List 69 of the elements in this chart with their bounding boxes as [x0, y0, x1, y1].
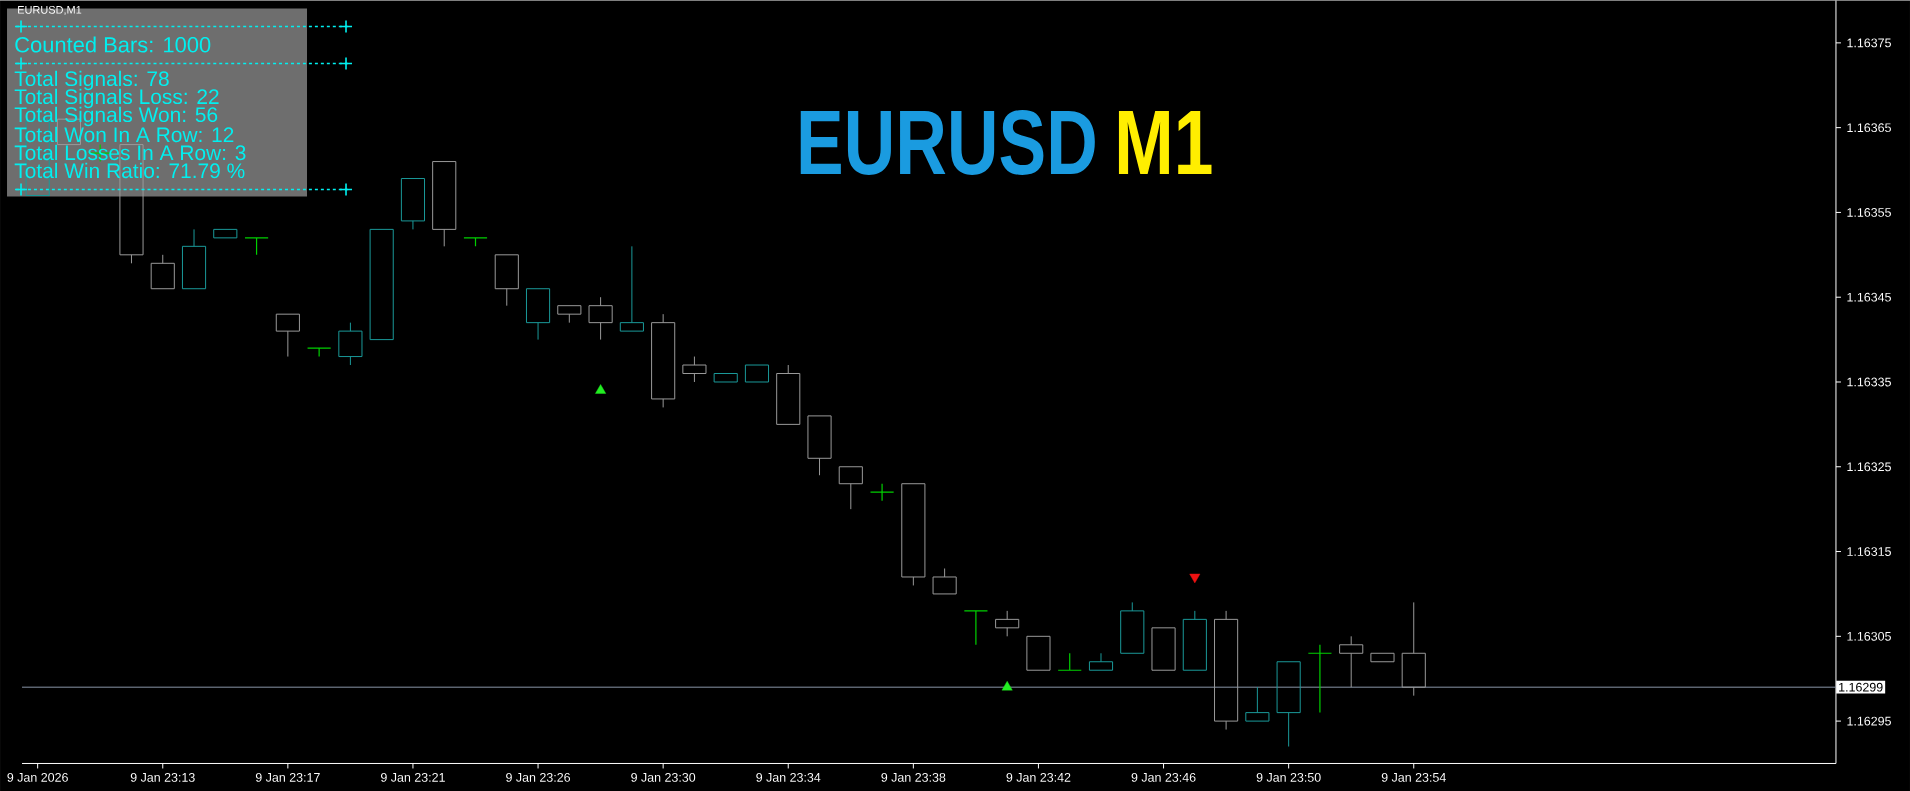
annotation: Total Won In A Row: 12 — [14, 126, 234, 142]
candlestick — [150, 254, 175, 289]
candlestick — [1026, 635, 1051, 671]
x-tick-label: 9 Jan 23:34 — [756, 772, 821, 782]
candlestick — [1214, 610, 1239, 730]
annotation: EURUSD,M1 — [18, 5, 82, 15]
x-tick-label: 9 Jan 23:26 — [506, 772, 571, 782]
candlestick — [995, 610, 1020, 637]
candlestick — [901, 482, 926, 586]
candlestick — [306, 347, 332, 357]
x-tick-label: 9 Jan 23:46 — [1131, 772, 1196, 782]
text: M1 — [1118, 110, 1212, 174]
candlestick — [557, 304, 582, 323]
candlestick — [525, 287, 551, 340]
y-tick-label: 1.16345 — [1847, 292, 1891, 302]
candlestick — [369, 228, 394, 340]
y-tick-label: 1.16325 — [1847, 462, 1891, 471]
candlestick — [1182, 610, 1207, 671]
y-tick-label: 1.16355 — [1847, 207, 1891, 217]
candlestick — [588, 296, 613, 340]
candlestick — [1245, 686, 1270, 722]
y-tick-label: 1.16295 — [1847, 716, 1891, 726]
x-tick-label: 9 Jan 23:13 — [130, 772, 195, 782]
annotation: Counted Bars: 1000 — [15, 36, 211, 53]
candlestick — [1401, 601, 1426, 696]
candlestick — [651, 313, 676, 408]
candlestick — [744, 364, 770, 383]
candlestick — [400, 177, 426, 230]
candlestick — [1057, 652, 1082, 671]
ref-line-label: 1.16299 — [1839, 682, 1883, 692]
candlestick — [213, 228, 238, 239]
candlestick — [682, 355, 707, 383]
candlestick — [1151, 627, 1176, 671]
candlestick — [494, 254, 519, 306]
candlestick — [807, 415, 832, 476]
x-tick-label: 9 Jan 23:38 — [881, 772, 946, 782]
x-tick-label: 9 Jan 23:54 — [1381, 772, 1446, 782]
x-tick-label: 9 Jan 2026 — [7, 772, 68, 782]
x-tick-label: 9 Jan 23:42 — [1006, 772, 1071, 782]
candlestick — [1088, 652, 1114, 671]
candlestick — [463, 237, 488, 247]
candlestick — [1370, 652, 1395, 663]
text: EURUSD — [800, 109, 1095, 175]
y-tick-label: 1.16335 — [1847, 377, 1891, 387]
x-tick-label: 9 Jan 23:17 — [255, 772, 320, 782]
y-tick-label: 1.16365 — [1847, 123, 1891, 132]
candlestick — [181, 228, 207, 289]
candlestick — [432, 160, 457, 247]
candlestick — [338, 321, 363, 366]
candlestick — [963, 610, 989, 646]
candlestick — [1307, 643, 1333, 713]
y-tick-label: 1.16305 — [1847, 631, 1891, 641]
candlestick — [244, 237, 269, 256]
x-tick-label: 9 Jan 23:30 — [631, 772, 696, 782]
x-tick-label: 9 Jan 23:21 — [380, 772, 445, 782]
candlestick — [619, 245, 644, 332]
candlestick — [1339, 635, 1364, 688]
candlestick — [776, 364, 801, 425]
annotation: Total Win Ratio: 71.79 % — [14, 162, 245, 178]
candlestick — [1120, 601, 1145, 654]
candlestick — [932, 567, 957, 595]
y-tick-label: 1.16315 — [1847, 546, 1891, 556]
candlestick — [713, 372, 738, 383]
candlestick — [838, 466, 863, 510]
candlestick — [1276, 661, 1301, 747]
x-tick-label: 9 Jan 23:50 — [1256, 772, 1321, 782]
candlestick — [275, 313, 300, 357]
candlestick — [869, 482, 895, 502]
y-tick-label: 1.16375 — [1847, 38, 1891, 48]
